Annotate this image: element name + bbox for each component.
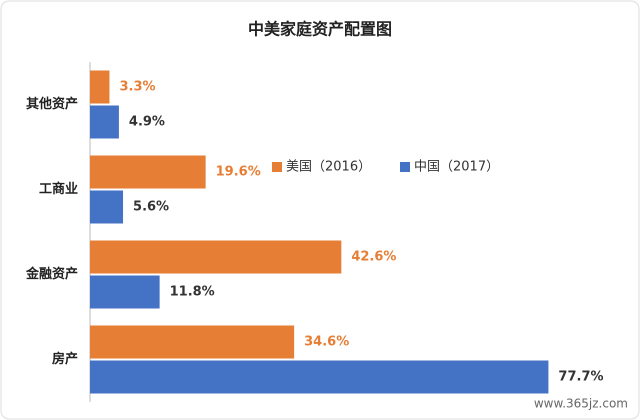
y-tick-label: 工商业 (39, 181, 78, 197)
bar (90, 360, 549, 394)
data-label: 3.3% (119, 80, 155, 95)
data-label: 42.6% (351, 250, 396, 265)
data-label: 34.6% (304, 335, 349, 350)
legend-label: 美国（2016） (286, 160, 371, 175)
legend-swatch (272, 162, 282, 172)
legend-label: 中国（2017） (414, 160, 499, 175)
chart-title: 中美家庭资产配置图 (248, 20, 392, 39)
data-label: 5.6% (133, 200, 169, 215)
bar (90, 325, 295, 359)
data-label: 77.7% (558, 370, 603, 385)
y-tick-label: 房产 (52, 351, 78, 367)
bar (90, 155, 206, 189)
bar (90, 190, 124, 224)
data-label: 11.8% (170, 285, 215, 300)
legend-swatch (400, 162, 410, 172)
y-tick-label: 其他资产 (26, 96, 78, 112)
bar (90, 105, 119, 139)
bar (90, 240, 342, 274)
bar (90, 70, 110, 104)
y-tick-label: 金融资产 (25, 266, 78, 282)
watermark: www.365jz.com (534, 397, 628, 411)
data-label: 4.9% (129, 115, 165, 130)
data-label: 19.6% (216, 165, 261, 180)
bar (90, 275, 160, 309)
